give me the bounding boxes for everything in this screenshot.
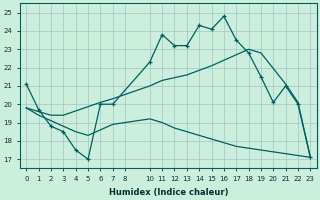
X-axis label: Humidex (Indice chaleur): Humidex (Indice chaleur): [108, 188, 228, 197]
